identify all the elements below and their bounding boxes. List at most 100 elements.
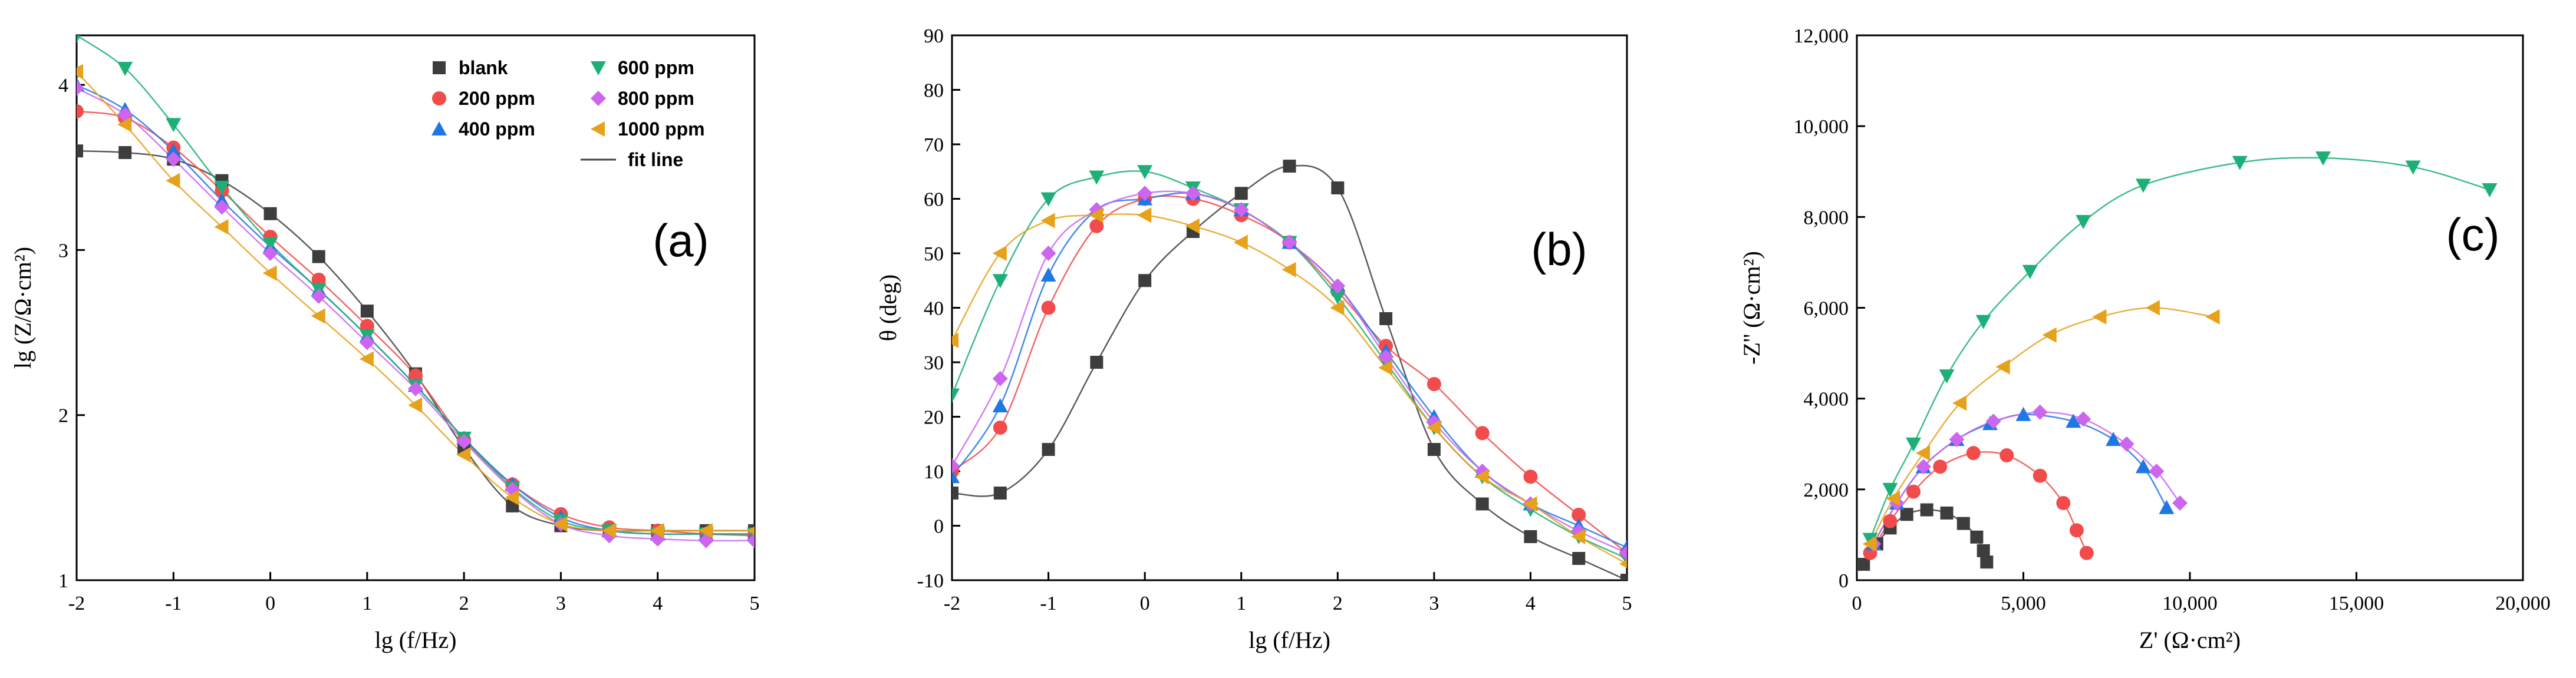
plot-area <box>1857 151 2498 571</box>
data-point-blank <box>77 144 83 158</box>
series-1000-ppm <box>77 64 755 538</box>
panel-label: (a) <box>653 214 709 266</box>
data-point-1000-ppm <box>408 397 423 413</box>
data-point-400-ppm <box>2015 406 2031 421</box>
y-tick-label: 3 <box>58 240 68 262</box>
data-point-1000-ppm <box>1378 360 1393 376</box>
legend-label-600-ppm: 600 ppm <box>618 57 694 78</box>
data-point-200-ppm <box>2069 523 2084 538</box>
data-point-600-ppm <box>1089 170 1105 185</box>
y-tick-label: 1 <box>58 570 68 592</box>
data-point-600-ppm <box>2076 214 2091 230</box>
data-point-blank <box>1475 497 1489 511</box>
data-point-1000-ppm <box>650 522 664 538</box>
data-point-1000-ppm <box>952 333 959 348</box>
plot-frame <box>75 34 756 581</box>
data-point-400-ppm <box>992 398 1008 413</box>
data-point-600-ppm <box>2315 151 2331 166</box>
y-tick-label: 0 <box>934 516 944 538</box>
data-point-200-ppm <box>1966 446 1981 461</box>
data-point-blank <box>1857 558 1870 571</box>
data-point-1000-ppm <box>505 490 519 505</box>
data-point-800-ppm <box>311 288 327 304</box>
data-point-blank <box>1331 181 1345 194</box>
data-point-600-ppm <box>1975 315 1991 329</box>
legend-label-200-ppm: 200 ppm <box>459 88 535 109</box>
data-point-1000-ppm <box>1089 207 1103 223</box>
data-point-blank <box>263 207 277 220</box>
data-point-600-ppm <box>2135 178 2151 193</box>
data-point-blank <box>1620 574 1627 580</box>
x-tick-label: -2 <box>944 593 960 614</box>
data-point-1000-ppm <box>1523 496 1537 512</box>
data-point-1000-ppm <box>1995 359 2010 375</box>
data-point-blank <box>1900 508 1913 521</box>
data-point-1000-ppm <box>1474 469 1489 485</box>
data-point-600-ppm <box>214 180 230 195</box>
data-point-600-ppm <box>117 62 133 77</box>
x-tick-label: 15,000 <box>2329 593 2384 614</box>
data-point-800-ppm <box>1185 186 1201 201</box>
data-point-600-ppm <box>2405 160 2421 175</box>
y-axis-title: θ (deg) <box>875 274 901 342</box>
data-point-600-ppm <box>2022 264 2038 279</box>
data-point-600-ppm <box>1906 437 1922 452</box>
x-tick-label: 5,000 <box>2001 593 2046 614</box>
data-point-200-ppm <box>1933 459 1948 474</box>
data-point-1000-ppm <box>1137 207 1152 223</box>
data-point-600-ppm <box>262 237 278 252</box>
series-1000-ppm <box>952 207 1627 568</box>
data-point-1000-ppm <box>601 522 616 538</box>
data-point-800-ppm <box>166 151 182 167</box>
data-point-blank <box>360 305 374 318</box>
data-point-400-ppm <box>952 469 960 484</box>
data-point-1000-ppm <box>1282 262 1296 277</box>
y-tick-label: 4 <box>58 75 68 97</box>
data-point-800-ppm <box>1040 246 1056 261</box>
data-point-1000-ppm <box>77 64 84 80</box>
legend-label-800-ppm: 800 ppm <box>618 88 694 109</box>
data-point-200-ppm <box>1999 448 2014 463</box>
data-point-400-ppm <box>2066 414 2081 428</box>
legend-label-400-ppm: 400 ppm <box>459 118 535 140</box>
y-tick-label: 12,000 <box>1794 25 1849 47</box>
fit-line-blank <box>952 164 1627 580</box>
y-tick-label: 2 <box>58 405 68 427</box>
data-point-200-ppm <box>1041 300 1056 315</box>
data-point-1000-ppm <box>214 219 229 235</box>
data-point-600-ppm <box>952 388 960 403</box>
y-tick-label: 6,000 <box>1804 298 1849 320</box>
data-point-800-ppm <box>2172 495 2188 511</box>
y-tick-label: 50 <box>924 243 944 265</box>
data-point-200-ppm <box>2056 495 2071 510</box>
data-point-1000-ppm <box>698 522 713 538</box>
fit-line-800-ppm <box>1873 411 2181 544</box>
data-point-1000-ppm <box>117 117 132 133</box>
data-point-600-ppm <box>1330 290 1346 305</box>
data-point-1000-ppm <box>1185 218 1200 234</box>
x-tick-label: 0 <box>265 593 275 614</box>
x-axis-title: lg (f/Hz) <box>1249 627 1330 653</box>
panel-a: -2 -1 0 1 2 3 4 5 1 2 3 4 lg (f/Hz) lg (Z/Ω·cm²) (a) bl… <box>9 34 760 653</box>
legend-marker-1000-ppm <box>591 121 605 137</box>
fit-line-blank <box>77 150 755 532</box>
y-tick-label: 70 <box>924 134 944 156</box>
data-point-1000-ppm <box>992 246 1007 261</box>
y-axis-title: lg (Z/Ω·cm²) <box>9 247 36 369</box>
data-point-blank <box>1138 274 1152 287</box>
data-point-200-ppm <box>1523 469 1538 484</box>
data-point-1000-ppm <box>1862 536 1877 552</box>
data-point-1000-ppm <box>1916 445 1931 461</box>
data-point-600-ppm <box>2232 156 2248 170</box>
data-point-400-ppm <box>2106 432 2122 447</box>
data-point-200-ppm <box>1572 508 1586 522</box>
data-point-1000-ppm <box>456 447 471 462</box>
data-point-blank <box>1980 555 1994 569</box>
y-tick-label: 0 <box>1839 570 1849 592</box>
data-point-800-ppm <box>359 335 375 350</box>
legend-label-1000-ppm: 1000 ppm <box>618 118 705 140</box>
y-axis-title: -Z'' (Ω·cm²) <box>1738 251 1765 365</box>
y-tick-label: -10 <box>917 570 944 592</box>
x-tick-label: -2 <box>68 593 85 614</box>
data-point-200-ppm <box>993 421 1007 435</box>
